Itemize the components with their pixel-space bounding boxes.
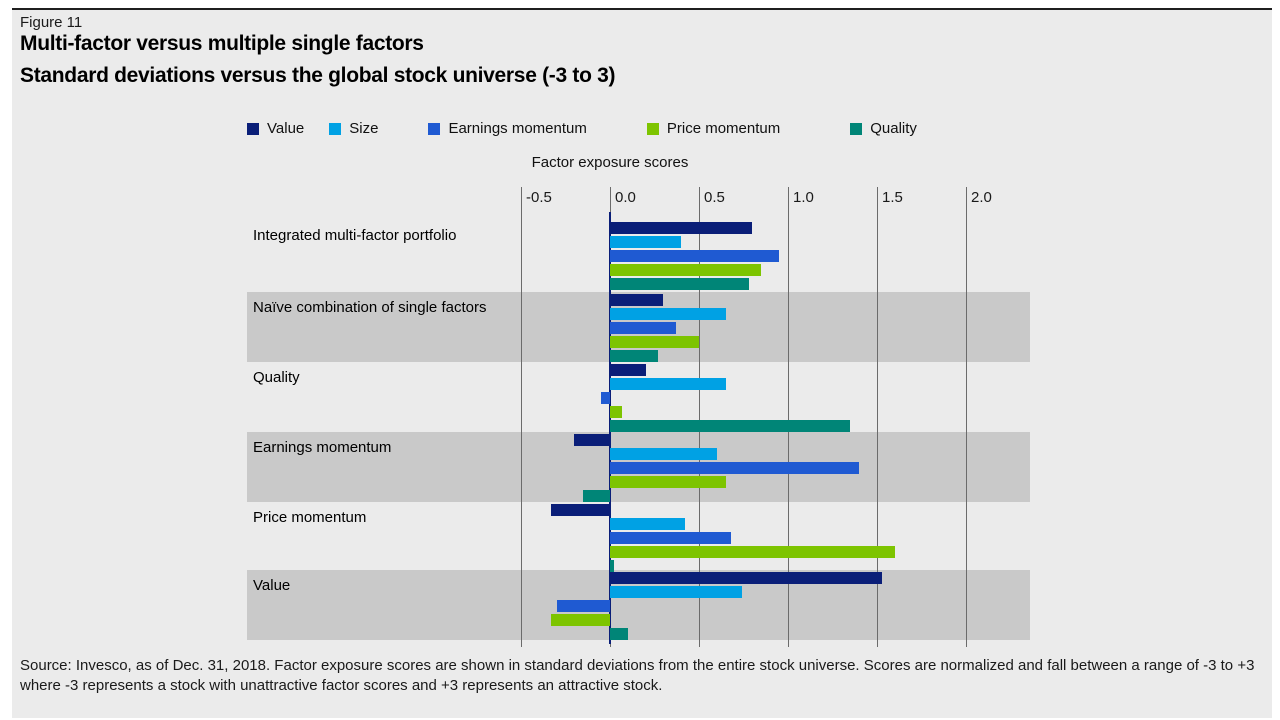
- x-axis-title: Factor exposure scores: [531, 154, 689, 171]
- category-label: Integrated multi-factor portfolio: [253, 227, 457, 244]
- legend-swatch: [247, 122, 259, 135]
- bar: [610, 406, 623, 418]
- legend-swatch: [329, 122, 342, 135]
- source-note: Source: Invesco, as of Dec. 31, 2018. Fa…: [20, 657, 1255, 695]
- bar: [610, 264, 762, 276]
- bar: [610, 308, 726, 320]
- legend-swatch: [428, 122, 441, 135]
- gridline: [788, 187, 789, 647]
- bar: [610, 250, 780, 262]
- bar: [610, 336, 699, 348]
- bar: [610, 518, 685, 530]
- bar: [610, 350, 659, 362]
- category-label: Price momentum: [253, 509, 367, 526]
- bar: [610, 420, 851, 432]
- x-tick-label: 0.0: [615, 189, 636, 206]
- category-label: Naïve combination of single factors: [253, 299, 487, 316]
- legend-label: Value: [267, 120, 305, 137]
- legend-item: Earnings momentum: [428, 120, 587, 137]
- bar: [610, 532, 732, 544]
- category-label: Quality: [253, 369, 300, 386]
- bar: [610, 364, 646, 376]
- bar: [610, 560, 614, 572]
- chart-area: -0.5 0.0 0.5 1.0 1.5 2.0 Integrated multi-fact…: [12, 187, 1272, 649]
- bar: [610, 628, 628, 640]
- category-label: Value: [253, 577, 291, 594]
- figure-panel: Figure 11 Multi-factor versus multiple s…: [12, 8, 1272, 718]
- bar: [610, 462, 860, 474]
- legend-label: Earnings momentum: [448, 120, 587, 137]
- bar: [610, 322, 676, 334]
- bar: [610, 586, 742, 598]
- legend-label: Price momentum: [666, 120, 781, 137]
- gridline: [699, 187, 700, 647]
- bar: [574, 434, 610, 446]
- x-tick-label: 1.0: [793, 189, 814, 206]
- legend-swatch: [850, 122, 863, 135]
- bar: [610, 378, 726, 390]
- gridline: [521, 187, 522, 647]
- bar: [551, 504, 610, 516]
- chart-title: Multi-factor versus multiple single fact…: [20, 32, 424, 55]
- legend-label: Quality: [870, 120, 917, 137]
- bar: [610, 546, 895, 558]
- chart-subtitle: Standard deviations versus the global st…: [20, 64, 616, 87]
- bar: [610, 294, 664, 306]
- x-tick-label: 2.0: [971, 189, 992, 206]
- bar: [610, 278, 749, 290]
- legend-item: Size: [329, 120, 378, 137]
- bar: [610, 476, 726, 488]
- bar: [610, 572, 883, 584]
- category-label: Earnings momentum: [253, 439, 392, 456]
- legend-item: Quality: [850, 120, 917, 137]
- legend-item: Value: [247, 120, 304, 137]
- bar: [610, 236, 682, 248]
- bar: [610, 222, 753, 234]
- x-tick-label: 1.5: [882, 189, 903, 206]
- x-tick-label: -0.5: [526, 189, 552, 206]
- x-tick-label: 0.5: [704, 189, 725, 206]
- bar: [556, 600, 610, 612]
- legend-item: Price momentum: [646, 120, 781, 137]
- gridline: [966, 187, 967, 647]
- figure-label: Figure 11: [20, 14, 83, 31]
- legend-label: Size: [349, 120, 379, 137]
- bar: [551, 614, 610, 626]
- bar: [601, 392, 610, 404]
- bar: [610, 448, 717, 460]
- bar: [583, 490, 610, 502]
- gridline: [877, 187, 878, 647]
- legend-swatch: [646, 122, 659, 135]
- legend: Value Size Earnings momentum Price momentum…: [247, 120, 917, 137]
